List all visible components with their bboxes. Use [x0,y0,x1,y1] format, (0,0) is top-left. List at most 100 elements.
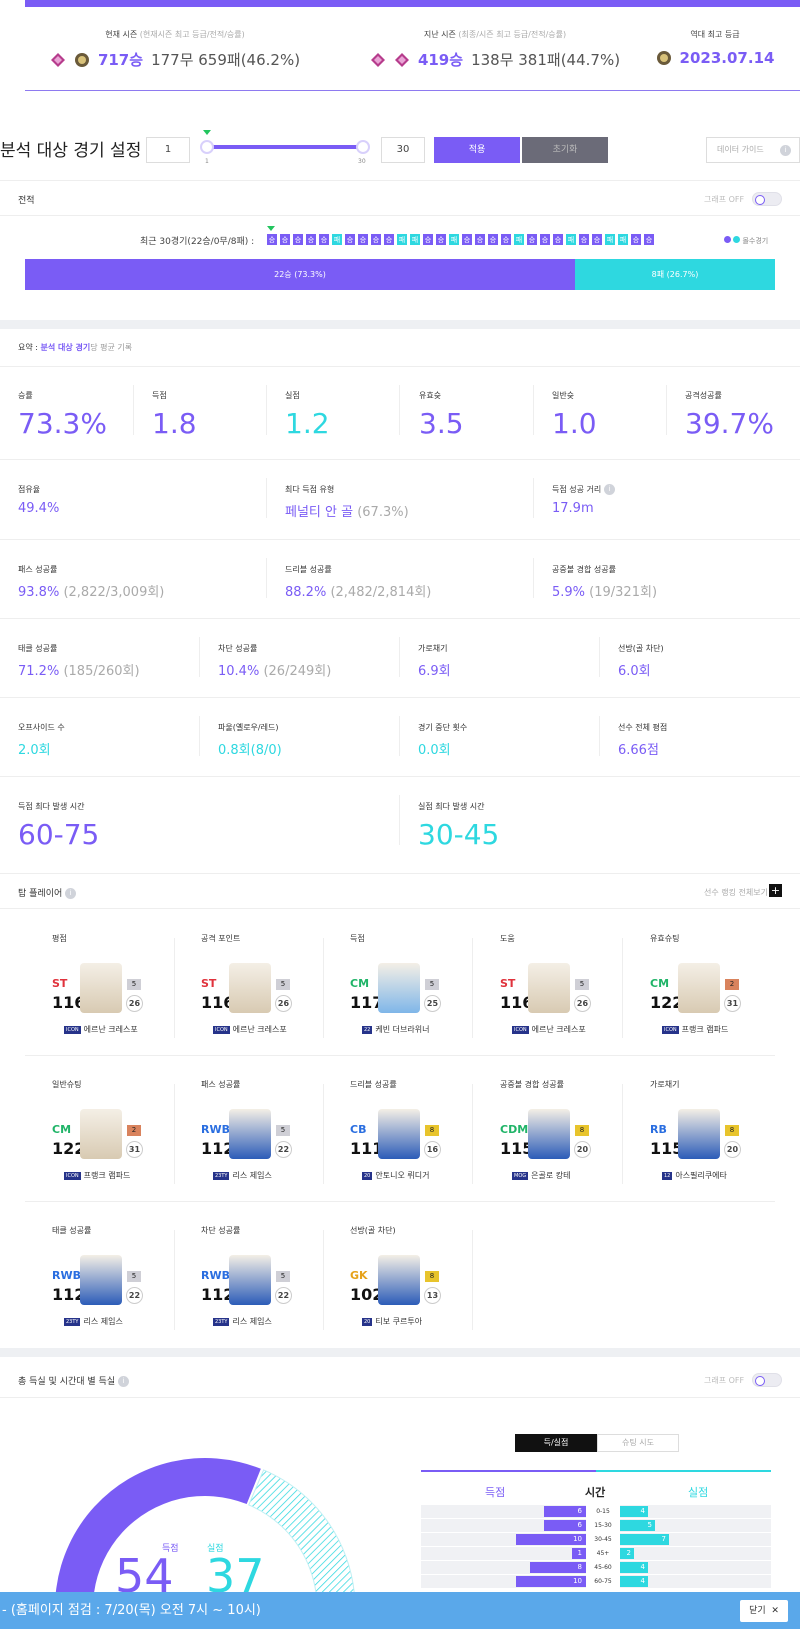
player-position: RWB [52,1269,81,1282]
donut-scored-label: 득점 [162,1544,179,1554]
season-badge-icon: 23TY [213,1317,230,1326]
player-photo [229,1255,271,1305]
player-card[interactable]: 선방(골 차단) GK 102 8 13 20 티보 쿠르투아 [350,1225,470,1335]
player-name: 은골로 캉테 [531,1171,571,1180]
time-row-conceded: 7 [620,1534,669,1545]
notice-banner: - (홈페이지 점검 : 7/20(목) 오전 7시 ~ 10시) 닫기 ✕ [0,1592,800,1629]
player-card[interactable]: 패스 성공률 RWB 112 5 22 23TY 리스 제임스 [201,1079,321,1189]
range-slider-start-handle[interactable] [200,140,214,154]
player-position: RWB [201,1269,230,1282]
data-guide-label: 데이터 가이드 [717,145,764,154]
time-row: 1 45+ 2 [421,1547,771,1560]
player-card-category: 태클 성공률 [52,1226,92,1235]
time-row-scored: 1 [572,1548,586,1559]
stat-fouls: 파울(옐로우/레드) 0.8회(8/0) [218,723,282,758]
streak-result: 승 [578,233,590,246]
time-row-scored: 6 [544,1506,586,1517]
player-card-category: 공격 포인트 [201,934,241,943]
season-badge-icon: 20 [362,1171,373,1180]
range-slider-end-handle[interactable] [356,140,370,154]
streak-result: 승 [305,233,317,246]
player-level: 22 [275,1287,292,1304]
range-marker-icon [203,130,211,135]
player-card[interactable]: 태클 성공률 RWB 112 5 22 23TY 리스 제임스 [52,1225,172,1335]
player-grade: 5 [276,1271,290,1282]
player-level: 22 [275,1141,292,1158]
time-row: 6 0-15 4 [421,1505,771,1518]
section-divider [0,320,800,329]
player-name: 프랭크 램파드 [83,1171,131,1180]
player-position: ST [500,977,516,990]
player-level: 31 [126,1141,143,1158]
record-graph-toggle[interactable] [752,192,782,206]
player-card[interactable]: 평점 ST 116 5 26 ICON 에르난 크레스포 [52,933,172,1043]
player-ovr: 112 [52,1285,86,1304]
streak-result: 승 [552,233,564,246]
goals-graph-toggle[interactable] [752,1373,782,1387]
player-card[interactable]: 득점 CM 117 5 25 22 케빈 더브라위너 [350,933,470,1043]
goals-donut-chart [55,1458,355,1592]
streak-result: 승 [357,233,369,246]
slider-min-label: 1 [205,158,209,165]
current-season: 현재 시즌 (현재시즌 최고 등급/전적/승률) 717승 177무 659패(… [35,29,315,70]
previous-season-sub: (최종/시즌 최고 등급/전적/승률) [458,30,567,39]
player-card[interactable]: 공격 포인트 ST 116 5 26 ICON 에르난 크레스포 [201,933,321,1043]
info-icon[interactable]: i [117,1376,129,1387]
tab-goals[interactable]: 득/실점 [515,1434,597,1452]
info-icon[interactable]: i [603,484,615,495]
streak-result: 승 [344,233,356,246]
loss-bar: 8패 (26.7%) [575,259,775,290]
time-row-conceded: 2 [620,1548,634,1559]
player-name: 티보 쿠르투아 [375,1317,423,1326]
stat-player-rating: 선수 전체 평점 6.66점 [618,723,668,758]
stat-aerial-success: 공중볼 경합 성공률 5.9% (19/321회) [552,565,658,600]
player-position: ST [201,977,217,990]
player-card[interactable]: 일반슈팅 CM 122 2 31 ICON 프랭크 램파드 [52,1079,172,1189]
current-season-label: 현재 시즌 [105,30,138,39]
streak-result: 승 [370,233,382,246]
player-ranking-link[interactable]: 선수 랭킹 전체보기 [704,888,768,897]
section-divider [0,1348,800,1357]
stat-shots: 일반슛 1.0 [552,391,597,440]
close-button[interactable]: 닫기 ✕ [740,1600,788,1622]
streak-result: 승 [487,233,499,246]
player-card[interactable]: 가로채기 RB 115 8 20 12 아스필리쿠에타 [650,1079,770,1189]
player-position: RWB [201,1123,230,1136]
tab-shots[interactable]: 슈팅 시도 [597,1434,679,1452]
player-name: 에르난 크레스포 [232,1025,287,1034]
player-ovr: 111 [350,1139,384,1158]
player-grade: 2 [127,1125,141,1136]
player-level: 20 [724,1141,741,1158]
player-card[interactable]: 도움 ST 116 5 26 ICON 에르난 크레스포 [500,933,620,1043]
current-season-sub: (현재시즌 최고 등급/전적/승률) [139,30,245,39]
streak-result: 승 [279,233,291,246]
player-level: 20 [574,1141,591,1158]
player-card[interactable]: 드리블 성공률 CB 111 8 16 20 안토니오 뤼디거 [350,1079,470,1189]
stat-max-concede-time: 실점 최다 발생 시간 30-45 [418,802,500,851]
range-slider-track[interactable] [207,145,362,149]
info-icon[interactable]: i [65,888,77,899]
player-position: CM [350,977,370,990]
reset-button[interactable]: 초기화 [522,137,608,163]
range-to-input[interactable]: 30 [381,137,425,163]
streak-result: 승 [630,233,642,246]
info-icon: i [780,145,791,156]
stat-max-goal-time: 득점 최다 발생 시간 60-75 [18,802,100,851]
apply-button[interactable]: 적용 [434,137,520,163]
range-from-input[interactable]: 1 [146,137,190,163]
data-guide-button[interactable]: 데이터 가이드 i [706,137,800,163]
plus-icon[interactable]: + [769,884,782,897]
player-photo [80,1255,122,1305]
streak-result: 패 [331,233,343,246]
player-card[interactable]: 유효슈팅 CM 122 2 31 ICON 프랭크 램파드 [650,933,770,1043]
player-ovr: 112 [201,1139,235,1158]
streak-result: 승 [526,233,538,246]
diamond-rank-icon [50,52,65,67]
player-card[interactable]: 차단 성공률 RWB 112 5 22 23TY 리스 제임스 [201,1225,321,1335]
streak-result: 승 [474,233,486,246]
col-scored: 득점 [485,1486,506,1499]
player-card[interactable]: 공중볼 경합 성공률 CDM 115 8 20 MOG 은골로 캉테 [500,1079,620,1189]
player-card-category: 평점 [52,934,67,943]
time-row-label: 0-15 [586,1505,620,1518]
